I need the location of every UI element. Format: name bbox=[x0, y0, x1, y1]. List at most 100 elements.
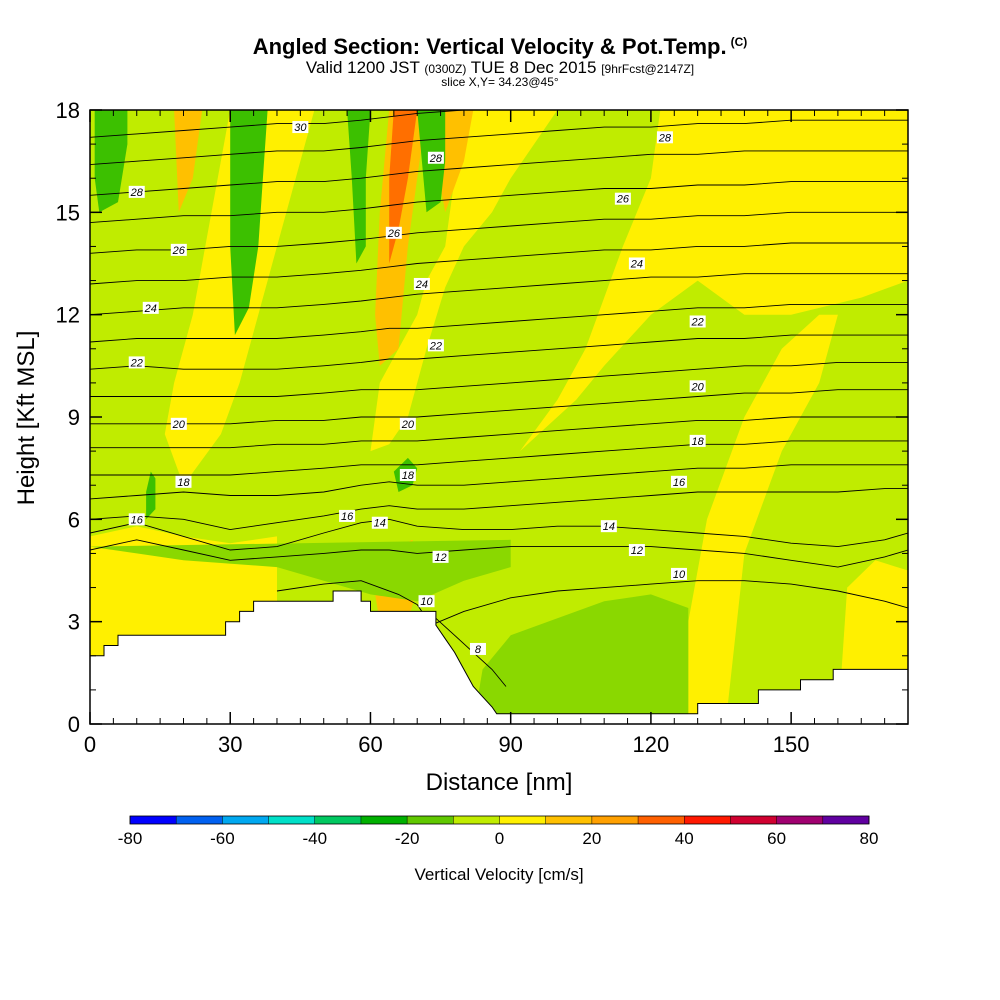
contour-label-text: 16 bbox=[341, 511, 354, 523]
contour-label: 26 bbox=[385, 226, 402, 240]
contour-label-box bbox=[432, 550, 449, 563]
theta-contour-28 bbox=[90, 150, 908, 196]
colorbar-swatch bbox=[730, 816, 777, 824]
contour-label: 24 bbox=[413, 277, 430, 291]
y-tick-label: 0 bbox=[68, 712, 80, 737]
valid-utc: (0300Z) bbox=[424, 62, 467, 76]
contour-label-box bbox=[689, 315, 706, 328]
contour-label-box bbox=[670, 475, 687, 488]
velocity-region-uplift-strong bbox=[389, 110, 418, 264]
contour-label-text: 18 bbox=[402, 470, 415, 482]
contour-label: 22 bbox=[427, 339, 444, 352]
chart-title-block: Angled Section: Vertical Velocity & Pot.… bbox=[0, 36, 1000, 89]
contour-label: 22 bbox=[689, 315, 706, 328]
velocity-region-uplift bbox=[174, 110, 203, 213]
y-tick-label: 18 bbox=[56, 98, 80, 123]
velocity-region-weak-up bbox=[520, 110, 908, 452]
contour-label: 10 bbox=[418, 595, 435, 608]
theta-contour-14 bbox=[90, 518, 908, 551]
contour-label-text: 14 bbox=[374, 518, 386, 530]
contour-label-text: 12 bbox=[631, 545, 643, 557]
contour-label-text: 8 bbox=[475, 644, 482, 656]
velocity-region-uplift bbox=[435, 110, 474, 213]
colorbar-swatch bbox=[776, 816, 824, 824]
contour-label-text: 28 bbox=[130, 187, 144, 199]
theta-contour-12 bbox=[90, 539, 908, 568]
valid-date: TUE 8 Dec 2015 bbox=[470, 58, 597, 77]
y-tick-label: 12 bbox=[56, 303, 80, 328]
contour-label-text: 22 bbox=[429, 340, 442, 352]
contour-label-box bbox=[656, 131, 673, 144]
x-tick-label: 120 bbox=[633, 732, 670, 757]
chart-title: Angled Section: Vertical Velocity & Pot.… bbox=[0, 36, 1000, 58]
contour-label-text: 16 bbox=[131, 514, 144, 526]
contour-label-box bbox=[469, 642, 486, 655]
contour-label-text: 24 bbox=[415, 279, 428, 291]
colorbar-tick-label: 0 bbox=[495, 829, 504, 848]
y-axis-title: Height [Kft MSL] bbox=[13, 331, 40, 506]
contour-label-text: 26 bbox=[172, 245, 186, 257]
contour-label-text: 24 bbox=[630, 259, 643, 271]
theta-contour-29 bbox=[90, 119, 908, 166]
theta-contour-19 bbox=[90, 416, 908, 449]
velocity-region-weak-up bbox=[370, 110, 558, 452]
y-tick-label: 9 bbox=[68, 405, 80, 430]
contour-label: 14 bbox=[371, 516, 388, 530]
contour-label-box bbox=[399, 417, 416, 430]
velocity-region-down-strong bbox=[230, 110, 268, 336]
contour-label: 20 bbox=[689, 380, 706, 393]
contour-label-text: 20 bbox=[172, 419, 186, 431]
terrain-mask bbox=[90, 590, 908, 724]
contour-label: 26 bbox=[170, 243, 187, 257]
contour-label-text: 20 bbox=[691, 381, 705, 393]
contour-label: 20 bbox=[170, 417, 187, 431]
theta-contour-20 bbox=[90, 389, 908, 425]
theta-contour-23 bbox=[90, 303, 908, 343]
x-tick-label: 0 bbox=[84, 732, 96, 757]
colorbar: -80 -60 -40 -20 0 20 40 60 80 bbox=[118, 815, 879, 848]
chart-title-text: Angled Section: Vertical Velocity & Pot.… bbox=[252, 34, 727, 59]
contour-label: 18 bbox=[175, 475, 192, 489]
contour-label: 16 bbox=[128, 513, 145, 526]
contour-label-text: 12 bbox=[434, 552, 446, 564]
contour-label: 10 bbox=[670, 567, 687, 581]
colorbar-swatch bbox=[638, 816, 685, 824]
x-tick-label: 60 bbox=[358, 732, 382, 757]
theta-contour-25 bbox=[90, 242, 908, 285]
theta-contour-21 bbox=[90, 361, 908, 397]
contour-label-text: 22 bbox=[130, 357, 143, 369]
contour-label-text: 18 bbox=[692, 436, 705, 448]
colorbar-swatch bbox=[268, 816, 316, 824]
chart-title-unit: (C) bbox=[730, 35, 748, 49]
colorbar-tick-label: 80 bbox=[860, 829, 879, 848]
contour-label: 26 bbox=[614, 192, 631, 206]
contour-label-text: 28 bbox=[658, 132, 672, 144]
colorbar-tick-label: -80 bbox=[118, 829, 143, 848]
colorbar-swatch bbox=[360, 816, 408, 824]
contour-label: 12 bbox=[432, 550, 449, 564]
contour-label-text: 16 bbox=[673, 477, 686, 489]
contour-label-box bbox=[142, 301, 159, 314]
contour-label: 28 bbox=[427, 151, 444, 165]
contour-label-box bbox=[385, 226, 402, 239]
slice-info: slice X,Y= 34.23@45° bbox=[441, 75, 559, 89]
colorbar-swatch bbox=[453, 816, 500, 824]
valid-time: Valid 1200 JST bbox=[305, 58, 420, 77]
contour-label-box bbox=[614, 192, 631, 205]
colorbar-tick-label: 60 bbox=[767, 829, 786, 848]
x-tick-label: 30 bbox=[218, 732, 242, 757]
velocity-region-down bbox=[473, 594, 689, 724]
colorbar-tick-label: 40 bbox=[675, 829, 694, 848]
theta-contour-27 bbox=[90, 181, 908, 224]
theta-contour-24 bbox=[90, 273, 908, 316]
contour-label: 22 bbox=[128, 356, 145, 369]
colorbar-tick-label: -60 bbox=[210, 829, 235, 848]
x-tick-label: 150 bbox=[773, 732, 810, 757]
velocity-region-weak-up bbox=[688, 314, 838, 724]
contour-label: 28 bbox=[128, 185, 145, 199]
contour-label-box bbox=[689, 380, 706, 393]
contour-label-box bbox=[175, 475, 192, 488]
x-axis-title: Distance [nm] bbox=[426, 769, 573, 796]
theta-contour-26 bbox=[90, 211, 908, 254]
